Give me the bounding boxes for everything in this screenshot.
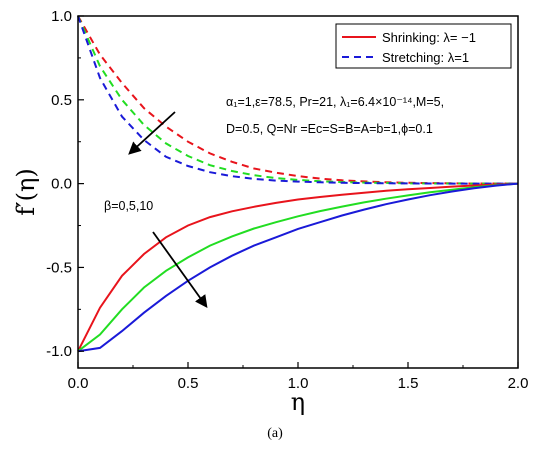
stretching-series-1-line xyxy=(77,15,519,185)
shrinking-series-1-line xyxy=(77,182,519,352)
x-tick-label: 1.5 xyxy=(398,375,419,392)
y-tick-label: 1.0 xyxy=(51,8,72,25)
stretching-series-3-line xyxy=(77,15,518,185)
legend-label-stretching: Stretching: λ=1 xyxy=(382,50,469,65)
shrinking-series-2-line xyxy=(77,182,519,352)
y-axis-label: f′(η) xyxy=(12,168,40,215)
legend: Shrinking: λ= −1 Stretching: λ=1 xyxy=(335,23,512,69)
y-axis: -1.0 -0.5 0.0 0.5 1.0 xyxy=(46,8,84,360)
curves-layer xyxy=(77,15,519,353)
shrinking-series-3-line xyxy=(77,182,519,353)
parameters-annotation-line2: D=0.5, Q=Nr =Ec=S=B=A=b=1,ϕ=0.1 xyxy=(226,122,433,136)
solid-curves-direction-arrow xyxy=(152,231,208,309)
x-tick-label: 2.0 xyxy=(508,375,529,392)
figure-caption: (a) xyxy=(267,426,283,441)
beta-annotation: β=0,5,10 xyxy=(104,199,153,213)
dashed-curves-direction-arrow xyxy=(128,111,176,155)
x-tick-label: 1.0 xyxy=(288,375,309,392)
y-tick-label: 0.0 xyxy=(51,176,72,193)
x-tick-label: 0.0 xyxy=(68,375,89,392)
x-tick-label: 0.5 xyxy=(178,375,199,392)
y-tick-label: 0.5 xyxy=(51,92,72,109)
legend-label-shrinking: Shrinking: λ= −1 xyxy=(382,30,476,45)
y-tick-label: -1.0 xyxy=(46,343,72,360)
parameters-annotation-line1: α₁=1,ε=78.5, Pr=21, λ₁=6.4×10⁻¹⁴,M=5, xyxy=(226,95,444,109)
x-axis: 0.0 0.5 1.0 1.5 2.0 xyxy=(68,362,529,392)
legend-box xyxy=(335,23,512,69)
y-tick-label: -0.5 xyxy=(46,259,72,276)
x-axis-label: η xyxy=(291,388,305,416)
stretching-series-2-line xyxy=(77,15,518,185)
